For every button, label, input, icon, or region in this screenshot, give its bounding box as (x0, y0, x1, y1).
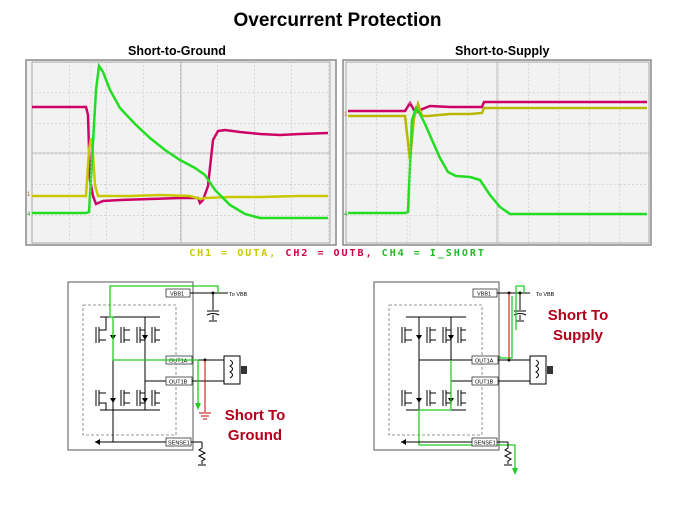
scope-label-short-to-supply: Short-to-Supply (455, 44, 550, 58)
callout-short-to-ground-line1: Short To (225, 407, 286, 424)
svg-text:1: 1 (344, 112, 348, 118)
callout-short-to-ground-line2: Ground (228, 427, 282, 444)
pin-vbb1: VBB1 (477, 292, 491, 298)
page-title: Overcurrent Protection (233, 10, 442, 31)
scope-short-to-ground: 1 4 (25, 59, 337, 246)
pin-out1a: OUT1A (475, 359, 494, 365)
svg-text:4: 4 (344, 212, 348, 218)
scope-label-short-to-ground: Short-to-Ground (128, 44, 226, 58)
pin-out1b: OUT1B (169, 380, 188, 386)
trace-ch2-outb (348, 100, 647, 114)
legend-ch1: CH1 = OUTA, (189, 248, 278, 259)
legend-ch2: CH2 = OUTB, (285, 248, 374, 259)
scope-short-to-supply: 1 4 (342, 59, 652, 246)
pin-out1b: OUT1B (475, 380, 494, 386)
channel-legend: CH1 = OUTA, CH2 = OUTB, CH4 = I_SHORT (0, 248, 675, 259)
svg-text:1: 1 (27, 192, 31, 198)
svg-text:4: 4 (27, 212, 31, 218)
circuit-short-to-ground: VBB1 To VBB OUT1A (67, 281, 286, 466)
pin-sense1: SENSE1 (168, 441, 190, 447)
pin-vbb1: VBB1 (170, 292, 184, 298)
legend-ch4: CH4 = I_SHORT (381, 248, 486, 259)
trace-ch1-outa (32, 137, 328, 201)
callout-short-to-supply-line1: Short To (548, 307, 609, 324)
to-vbb-label: To VBB (536, 292, 555, 298)
circuit-short-to-supply: VBB1 To VBB OUT1A (373, 281, 609, 475)
trace-ch4-ishort (32, 62, 328, 220)
pin-sense1: SENSE1 (474, 441, 496, 447)
to-vbb-label: To VBB (229, 292, 248, 298)
pin-out1a: OUT1A (169, 359, 188, 365)
trace-ch4-ishort (348, 105, 647, 216)
callout-short-to-supply-line2: Supply (553, 327, 604, 344)
